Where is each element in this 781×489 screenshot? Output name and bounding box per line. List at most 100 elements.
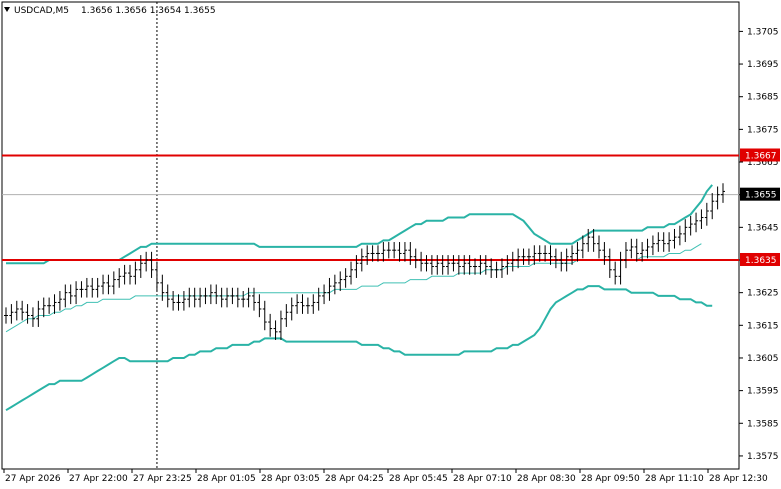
price-bar [332,274,337,295]
price-bar [79,281,84,298]
x-tick-label: 28 Apr 05:45 [389,474,448,484]
price-bar [192,287,197,308]
price-bar [198,287,203,308]
y-tick-label: 1.3685 [747,93,779,103]
price-bar [381,242,386,262]
price-bar [591,228,596,252]
y-tick-label: 1.3595 [747,387,779,397]
price-bar [230,287,235,305]
price-bar [311,294,316,314]
price-bar [359,248,364,272]
price-bar [499,258,504,278]
price-bar [489,258,494,278]
price-bar [52,294,57,314]
plot-border [1,1,740,470]
price-bar [176,294,181,311]
x-tick-label: 28 Apr 09:50 [581,474,640,484]
price-bar [95,277,100,298]
price-bar [526,248,531,265]
price-bar [553,248,558,269]
price-bar [241,291,246,308]
price-bar [618,251,623,285]
price-bar [570,245,575,265]
price-bar [494,261,499,278]
price-bar [117,268,122,288]
x-tick-label: 27 Apr 2026 [5,474,61,484]
price-bar [419,251,424,272]
price-bar [68,284,73,305]
price-bar [478,255,483,275]
bollinger-upper-band [6,184,713,265]
price-bar [14,300,19,321]
price-bar [289,297,294,321]
chart-header: USDCAD,M5 1.3656 1.3656 1.3654 1.3655 [4,6,216,16]
price-bar [219,287,224,308]
price-axis: 1.3705 1.3695 1.3685 1.3675 1.3665 1.3655 1.36… [739,27,780,462]
price-bar [408,242,413,265]
bollinger-lower-band [5,285,713,412]
price-bar [106,274,111,295]
level-price-label: 1.3635 [740,252,780,266]
price-bar [564,248,569,272]
price-bar [694,212,699,233]
triangle-down-icon[interactable] [4,7,10,12]
price-bar [634,238,639,262]
price-bar [127,264,132,285]
price-bar [322,284,327,305]
time-axis: 27 Apr 2026 27 Apr 22:00 27 Apr 23:25 28 Ap… [3,469,768,484]
price-bar [343,268,348,288]
level-price-label-text: 1.3635 [745,256,777,266]
price-bar [613,261,618,285]
plot-area[interactable] [1,1,740,470]
price-bar [548,245,553,265]
price-bar [704,202,709,226]
price-bar [74,281,79,305]
price-bar [537,245,542,262]
price-bar [483,255,488,275]
price-bar [101,274,106,295]
x-tick-label: 28 Apr 03:05 [261,474,320,484]
price-bar [251,287,256,311]
price-bar [688,215,693,236]
price-bar [710,193,715,220]
price-bar [607,248,612,278]
price-bar [575,242,580,262]
y-tick-label: 1.3625 [747,289,779,299]
price-bars [4,183,725,341]
price-bar [144,251,149,272]
price-bar [171,291,176,311]
price-bar [370,245,375,262]
x-tick-label: 27 Apr 22:00 [69,474,128,484]
x-tick-label: 28 Apr 04:25 [325,474,384,484]
price-bar [30,307,35,327]
price-bar [36,300,41,327]
price-bar [262,300,267,331]
level-price-label-bg [740,148,780,162]
price-bar [721,183,725,203]
price-bar [268,313,273,337]
price-bar [521,248,526,265]
price-bar [57,291,62,311]
level-price-label: 1.3667 [740,148,780,162]
price-bar [133,261,138,285]
price-bar [203,287,208,305]
price-bar [667,232,672,252]
price-bar [392,242,397,259]
y-tick-label: 1.3645 [747,223,779,233]
price-bar [699,209,704,229]
x-tick-label: 27 Apr 23:25 [133,474,192,484]
price-bar [214,284,219,305]
level-price-label-bg [740,252,780,266]
price-bar [424,255,429,272]
ohlc-values: 1.3656 1.3656 1.3654 1.3655 [81,6,216,16]
price-bar [354,255,359,278]
y-tick-label: 1.3605 [747,354,779,364]
price-bar [300,294,305,314]
price-bar [41,297,46,318]
price-bar [473,258,478,275]
price-bar [225,287,230,308]
price-bar [63,284,68,308]
y-tick-label: 1.3615 [747,321,779,331]
